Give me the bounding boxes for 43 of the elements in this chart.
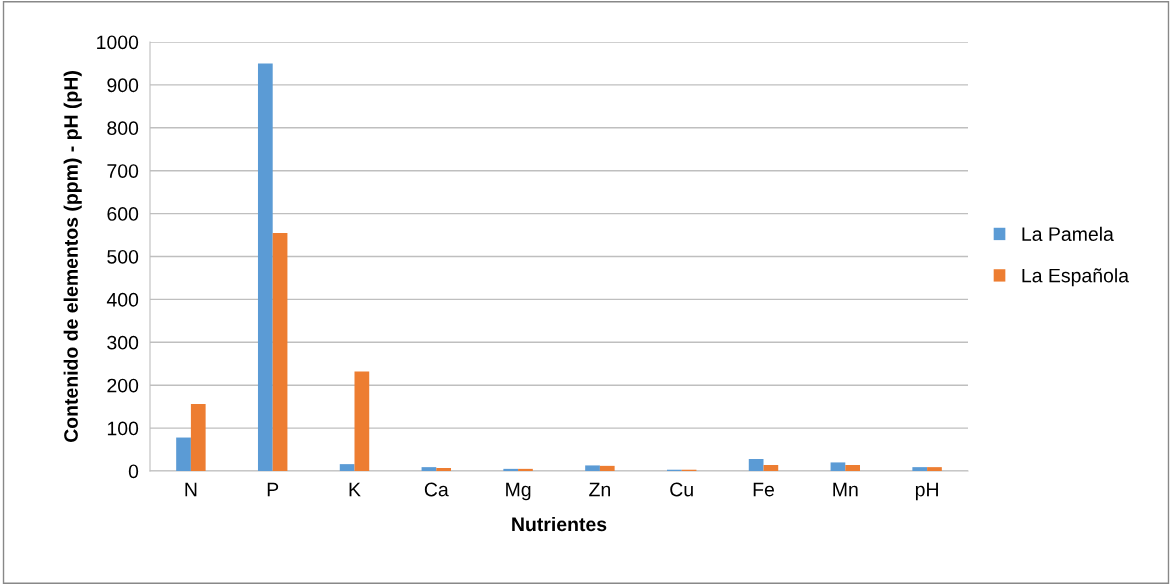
x-tick-label: Zn (589, 482, 610, 497)
y-tick-label: 100 (107, 421, 139, 436)
bar (272, 232, 288, 471)
bar (599, 465, 615, 471)
x-axis-title: Nutrientes (512, 516, 607, 532)
y-tick-label: 200 (107, 378, 139, 393)
x-tick-label: K (349, 482, 361, 497)
bar (927, 467, 942, 471)
bar (845, 464, 861, 471)
x-tick-label: Ca (424, 482, 449, 497)
y-axis-title: Contenido de elementos (ppm) - pH (pH) (63, 71, 82, 443)
bar (436, 468, 452, 471)
y-tick-label: 900 (107, 78, 139, 93)
x-tick-label: Cu (670, 482, 693, 497)
bar (585, 465, 600, 471)
bar (912, 467, 928, 471)
x-tick-label: pH (915, 482, 938, 501)
x-tick-label: Mg (506, 482, 531, 501)
bar (190, 404, 206, 471)
bar (503, 468, 519, 471)
y-tick-label: 800 (107, 121, 139, 136)
bar (518, 468, 533, 471)
bar (421, 467, 437, 471)
x-tick-label: Mn (833, 482, 858, 497)
y-tick-label: 600 (107, 207, 139, 221)
x-tick-label: N (185, 482, 197, 497)
bar (257, 63, 273, 471)
bar (763, 464, 779, 471)
x-tick-label: Fe (753, 482, 774, 497)
bar (830, 462, 846, 471)
bar (354, 371, 370, 471)
y-tick-label: 700 (107, 164, 139, 178)
y-tick-label: 1000 (97, 35, 139, 50)
y-tick-label: 500 (107, 249, 139, 264)
bar (176, 437, 191, 471)
y-tick-label: 0 (128, 464, 139, 479)
legend-label: La Pamela (1022, 226, 1114, 241)
y-tick-label: 300 (107, 335, 139, 350)
x-tick-label: P (267, 482, 279, 497)
bar (748, 458, 764, 471)
bar (339, 464, 355, 471)
legend-label: La Española (1022, 268, 1130, 287)
y-tick-label: 400 (106, 292, 139, 307)
